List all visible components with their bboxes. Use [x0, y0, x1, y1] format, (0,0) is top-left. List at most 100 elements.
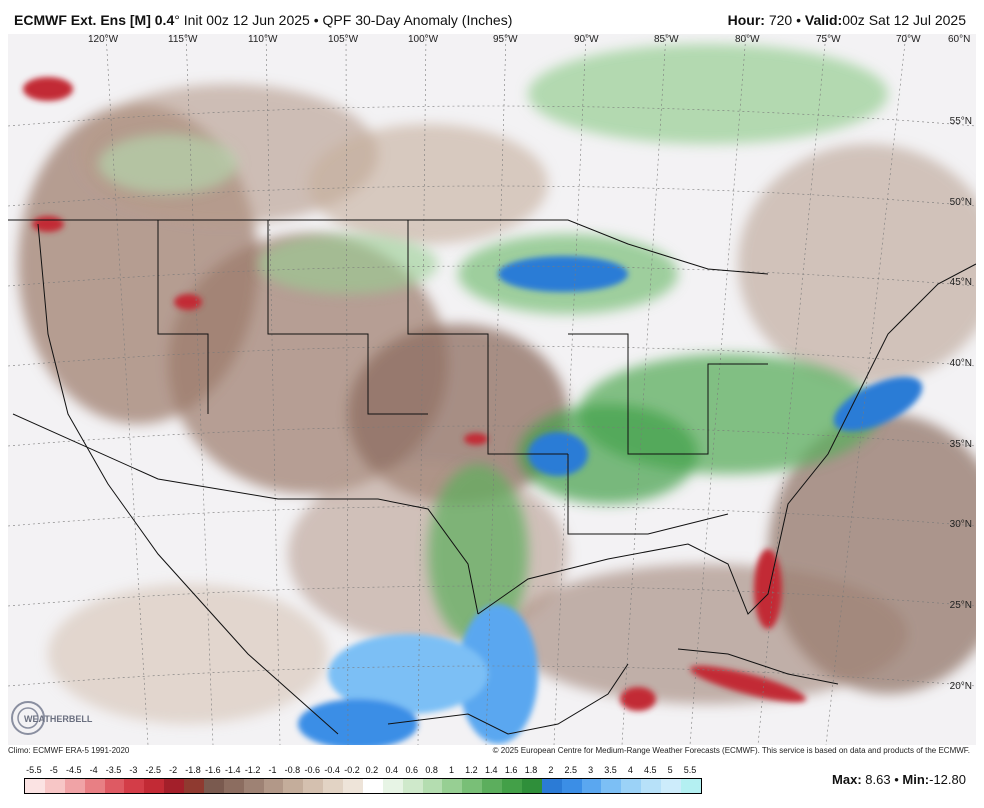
svg-text:WEATHERBELL: WEATHERBELL	[24, 714, 93, 724]
scale-tick-label: -4.5	[65, 765, 82, 775]
max-value: 8.63	[865, 772, 891, 787]
color-scale-bar	[24, 778, 702, 794]
lat-label: 30°N	[949, 519, 972, 530]
scale-tick-label: -0.8	[284, 765, 301, 775]
scale-ticks: -5.5 -5 -4.5 -4 -3.5 -3 -2.5 -2 -1.8 -1.6 -1.4 -1.2…	[24, 765, 700, 777]
scale-swatch	[541, 779, 562, 793]
lat-label: 55°N	[949, 116, 972, 127]
lat-label: 45°N	[949, 277, 972, 288]
scale-swatch	[462, 779, 483, 793]
max-label: Max:	[832, 772, 862, 787]
pacific-coastline	[37, 223, 339, 735]
scale-swatch	[263, 779, 284, 793]
scale-tick-label: 0.4	[385, 765, 399, 775]
lon-label: 100°W	[408, 34, 439, 45]
product-name: QPF 30-Day Anomaly (Inches)	[322, 12, 513, 28]
weatherbell-logo: WEATHERBELL	[11, 701, 93, 735]
lon-label: 80°W	[735, 34, 760, 45]
state-lines-plains	[407, 220, 568, 455]
scale-swatch	[124, 779, 145, 793]
scale-tick-label: -2.5	[145, 765, 161, 775]
mexico-coastline	[387, 663, 629, 735]
scale-tick-label: 2.5	[564, 765, 578, 775]
political-boundaries	[8, 219, 976, 735]
map-title: ECMWF Ext. Ens [M] 0.4° Init 00z 12 Jun …	[14, 12, 512, 28]
max-min-stats: Max: 8.63 • Min:-12.80	[832, 772, 966, 787]
scale-tick-label: 1.6	[504, 765, 518, 775]
lat-label: 50°N	[949, 197, 972, 208]
scale-tick-label: 0.6	[405, 765, 418, 775]
scale-tick-label: 3.5	[604, 765, 617, 775]
lon-label: 95°W	[493, 34, 518, 45]
scale-swatch	[25, 779, 45, 793]
scale-swatch	[601, 779, 622, 793]
scale-swatch	[283, 779, 304, 793]
scale-swatch	[164, 779, 184, 793]
scale-swatch	[581, 779, 602, 793]
scale-swatch	[561, 779, 582, 793]
scale-swatch	[621, 779, 642, 793]
lon-label: 115°W	[168, 34, 198, 45]
cuba-outline	[677, 648, 839, 685]
us-canada-border	[8, 219, 769, 275]
lon-label: 110°W	[248, 34, 278, 45]
lon-label: 105°W	[328, 34, 359, 45]
scale-swatch	[243, 779, 264, 793]
scale-tick-label: -3.5	[105, 765, 122, 775]
lon-label: 70°W	[896, 34, 921, 45]
scale-tick-label: 4	[627, 765, 633, 775]
hour-label: Hour:	[727, 12, 765, 28]
scale-swatch	[303, 779, 324, 793]
scale-tick-label: -1.4	[224, 765, 241, 775]
scale-tick-label: -1.6	[205, 765, 221, 775]
lat-label: 25°N	[949, 600, 972, 611]
scale-tick-label: 1	[448, 765, 454, 775]
scale-tick-label: 0.2	[365, 765, 379, 775]
scale-swatch	[203, 779, 224, 793]
map-canvas	[8, 34, 976, 745]
scale-tick-label: -0.6	[304, 765, 321, 775]
scale-swatch	[44, 779, 65, 793]
scale-swatch	[442, 779, 463, 793]
scale-swatch	[482, 779, 502, 793]
very-wet-anomaly-areas	[298, 256, 923, 745]
scale-tick-label: -1	[268, 765, 277, 775]
copyright-note: © 2025 European Centre for Medium-Range …	[492, 746, 970, 755]
scale-tick-label: -1.2	[244, 765, 261, 775]
scale-tick-label: -3	[129, 765, 138, 775]
wet-anomaly-areas	[98, 44, 888, 644]
scale-tick-label: 5.5	[683, 765, 697, 775]
title-bullet: •	[313, 12, 319, 28]
scale-swatch	[661, 779, 681, 793]
lon-label: 120°W	[88, 34, 119, 45]
scale-swatch	[502, 779, 522, 793]
min-label: Min:	[902, 772, 930, 787]
scale-tick-label: -5	[49, 765, 58, 775]
lat-label-top: 60°N	[948, 34, 971, 45]
scale-tick-label: -4	[89, 765, 98, 775]
anomaly-map: 120°W 115°W 110°W 105°W 100°W 95°W 90°W …	[8, 34, 976, 745]
stats-bullet: •	[894, 772, 899, 787]
lat-label: 40°N	[949, 358, 972, 369]
min-value: -12.80	[929, 772, 966, 787]
valid-time-info: Hour: 720 • Valid:00z Sat 12 Jul 2025	[728, 12, 966, 28]
scale-tick-label: -2	[169, 765, 178, 775]
scale-swatch	[521, 779, 542, 793]
scale-tick-label: 1.2	[465, 765, 478, 775]
scale-tick-label: 1.8	[524, 765, 538, 775]
scale-swatch	[64, 779, 85, 793]
scale-swatch	[680, 779, 701, 793]
scale-swatch	[84, 779, 105, 793]
scale-swatch	[104, 779, 125, 793]
gulf-atlantic-coastline	[477, 263, 976, 615]
scale-tick-label: 5	[667, 765, 673, 775]
scale-swatch	[144, 779, 165, 793]
model-name: ECMWF Ext. Ens [M] 0.4	[14, 12, 175, 28]
hour-value: 720	[768, 12, 793, 28]
scale-tick-label: -0.4	[324, 765, 340, 775]
lat-label: 35°N	[949, 439, 972, 450]
state-lines-east	[568, 333, 768, 455]
scale-tick-label: 1.4	[484, 765, 498, 775]
state-lines-south	[567, 454, 729, 535]
valid-value: 00z Sat 12 Jul 2025	[842, 12, 966, 28]
